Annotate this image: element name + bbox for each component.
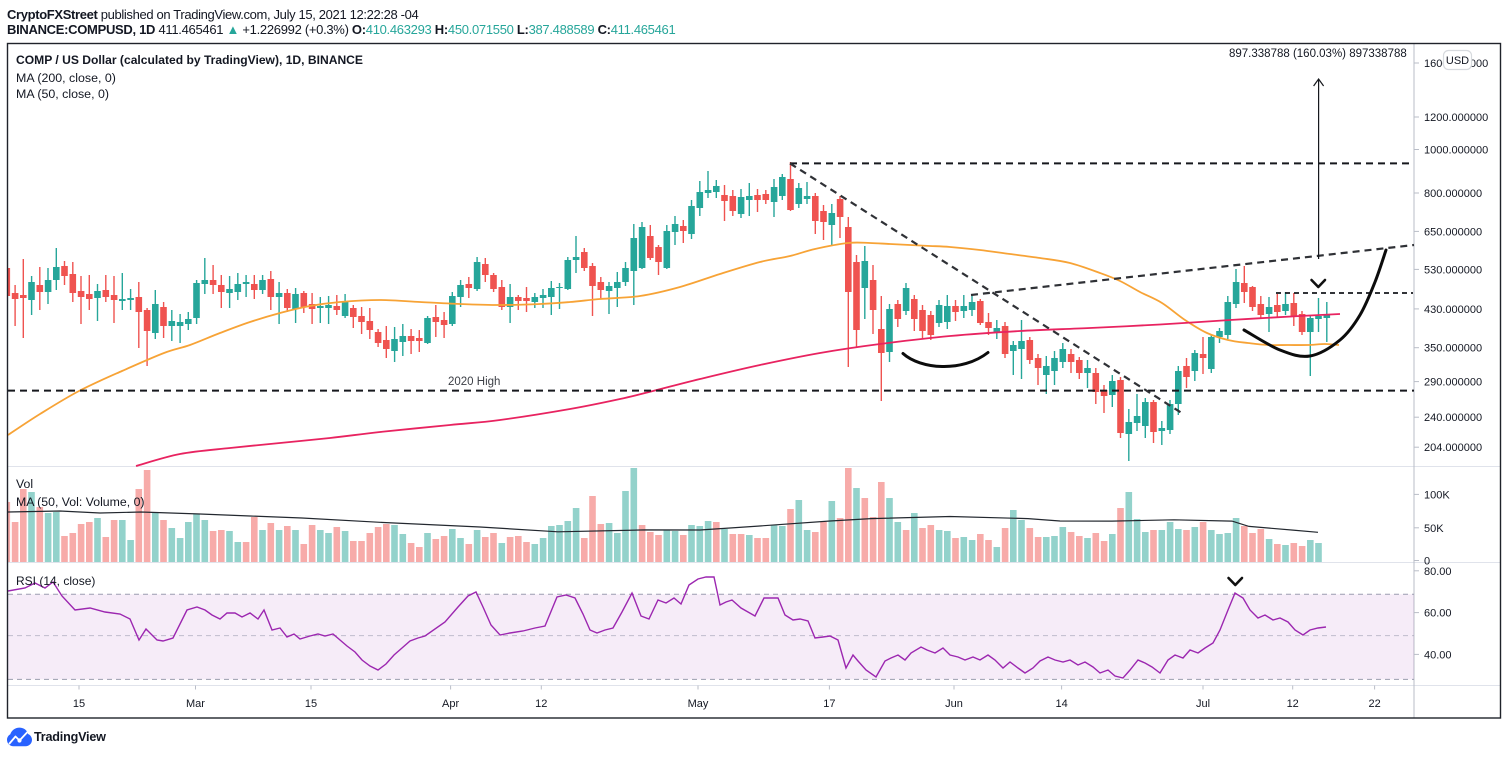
- svg-text:15: 15: [305, 698, 317, 710]
- svg-text:15: 15: [73, 698, 85, 710]
- svg-text:40.00: 40.00: [1424, 649, 1452, 661]
- svg-text:1000.000000: 1000.000000: [1424, 145, 1488, 157]
- svg-text:MA (50, close, 0): MA (50, close, 0): [16, 87, 109, 101]
- svg-text:TradingView: TradingView: [34, 730, 106, 744]
- svg-text:100K: 100K: [1424, 489, 1450, 501]
- svg-text:22: 22: [1368, 698, 1380, 710]
- svg-text:800.000000: 800.000000: [1424, 188, 1482, 200]
- svg-text:350.000000: 350.000000: [1424, 343, 1482, 355]
- svg-text:80.00: 80.00: [1424, 566, 1452, 578]
- svg-text:BINANCE:COMPUSD, 1D 411.46546: BINANCE:COMPUSD, 1D 411.465461 ▲ +1.2269…: [7, 22, 675, 37]
- svg-text:Vol: Vol: [16, 477, 33, 491]
- svg-text:530.000000: 530.000000: [1424, 264, 1482, 276]
- svg-text:60.00: 60.00: [1424, 608, 1452, 620]
- svg-text:0: 0: [1424, 556, 1430, 568]
- svg-text:430.000000: 430.000000: [1424, 304, 1482, 316]
- svg-text:12: 12: [535, 698, 547, 710]
- svg-text:204.000000: 204.000000: [1424, 442, 1482, 454]
- svg-text:650.000000: 650.000000: [1424, 226, 1482, 238]
- svg-text:May: May: [688, 698, 709, 710]
- svg-text:Jun: Jun: [945, 698, 963, 710]
- svg-text:17: 17: [823, 698, 835, 710]
- svg-text:14: 14: [1055, 698, 1067, 710]
- svg-text:MA (50, Vol: Volume, 0): MA (50, Vol: Volume, 0): [16, 495, 145, 509]
- svg-text:240.000000: 240.000000: [1424, 412, 1482, 424]
- svg-text:CryptoFXStreet published on Tr: CryptoFXStreet published on TradingView.…: [7, 7, 419, 22]
- svg-text:12: 12: [1287, 698, 1299, 710]
- svg-text:50K: 50K: [1424, 523, 1444, 535]
- svg-text:1200.000000: 1200.000000: [1424, 112, 1488, 124]
- svg-text:RSI (14, close): RSI (14, close): [16, 574, 95, 588]
- svg-text:COMP / US Dollar (calculated b: COMP / US Dollar (calculated by TradingV…: [16, 53, 363, 67]
- svg-text:MA (200, close, 0): MA (200, close, 0): [16, 71, 116, 85]
- svg-text:Jul: Jul: [1196, 698, 1210, 710]
- svg-text:USD: USD: [1446, 55, 1469, 67]
- svg-text:Apr: Apr: [442, 698, 459, 710]
- svg-text:897.338788 (160.03%) 897338788: 897.338788 (160.03%) 897338788: [1229, 48, 1407, 60]
- svg-text:290.000000: 290.000000: [1424, 377, 1482, 389]
- svg-text:2020 High: 2020 High: [448, 376, 500, 388]
- svg-text:Mar: Mar: [186, 698, 205, 710]
